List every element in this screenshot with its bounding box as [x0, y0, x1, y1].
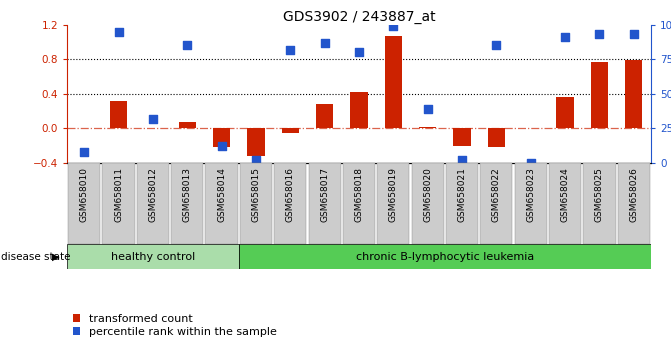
Bar	[239, 244, 651, 269]
Text: healthy control: healthy control	[111, 252, 195, 262]
Bar	[282, 128, 299, 133]
Bar	[316, 104, 333, 128]
FancyBboxPatch shape	[515, 163, 547, 244]
Bar	[625, 60, 642, 128]
FancyBboxPatch shape	[343, 163, 375, 244]
Point	[594, 32, 605, 37]
Text: GSM658011: GSM658011	[114, 167, 123, 222]
FancyBboxPatch shape	[309, 163, 341, 244]
FancyBboxPatch shape	[377, 163, 409, 244]
Text: GSM658015: GSM658015	[252, 167, 260, 222]
Text: GSM658014: GSM658014	[217, 167, 226, 222]
Bar	[350, 92, 368, 128]
FancyBboxPatch shape	[446, 163, 478, 244]
FancyBboxPatch shape	[274, 163, 307, 244]
Point	[457, 157, 468, 163]
Point	[319, 40, 330, 46]
Point	[250, 157, 261, 163]
Bar	[590, 62, 608, 128]
Text: GSM658020: GSM658020	[423, 167, 432, 222]
Point	[388, 23, 399, 29]
Bar	[488, 128, 505, 147]
Point	[628, 32, 639, 37]
FancyBboxPatch shape	[103, 163, 135, 244]
Point	[79, 149, 90, 155]
Bar	[454, 128, 470, 145]
Point	[285, 47, 296, 52]
Bar	[213, 128, 230, 147]
Point	[560, 34, 570, 40]
FancyBboxPatch shape	[583, 163, 615, 244]
Text: GSM658017: GSM658017	[320, 167, 329, 222]
Text: GSM658016: GSM658016	[286, 167, 295, 222]
Bar	[384, 36, 402, 128]
Point	[148, 116, 158, 121]
Legend: transformed count, percentile rank within the sample: transformed count, percentile rank withi…	[72, 314, 277, 337]
Text: GSM658010: GSM658010	[80, 167, 89, 222]
Bar	[67, 244, 239, 269]
Point	[422, 106, 433, 112]
Bar	[110, 101, 127, 128]
FancyBboxPatch shape	[137, 163, 169, 244]
FancyBboxPatch shape	[205, 163, 238, 244]
FancyBboxPatch shape	[549, 163, 581, 244]
Text: GSM658025: GSM658025	[595, 167, 604, 222]
Text: ▶: ▶	[52, 252, 60, 262]
FancyBboxPatch shape	[411, 163, 444, 244]
Point	[525, 160, 536, 166]
Text: GSM658013: GSM658013	[183, 167, 192, 222]
Bar	[248, 128, 264, 156]
Point	[113, 29, 124, 35]
FancyBboxPatch shape	[240, 163, 272, 244]
Text: GSM658012: GSM658012	[148, 167, 158, 222]
Text: GSM658018: GSM658018	[354, 167, 364, 222]
Text: disease state: disease state	[1, 252, 70, 262]
Bar	[178, 122, 196, 128]
Point	[216, 143, 227, 149]
Text: GSM658021: GSM658021	[458, 167, 466, 222]
Text: GSM658026: GSM658026	[629, 167, 638, 222]
FancyBboxPatch shape	[171, 163, 203, 244]
Text: chronic B-lymphocytic leukemia: chronic B-lymphocytic leukemia	[356, 252, 534, 262]
Bar	[556, 97, 574, 128]
Text: GSM658022: GSM658022	[492, 167, 501, 222]
FancyBboxPatch shape	[480, 163, 513, 244]
FancyBboxPatch shape	[68, 163, 101, 244]
Point	[182, 42, 193, 48]
Text: GSM658019: GSM658019	[389, 167, 398, 222]
Title: GDS3902 / 243887_at: GDS3902 / 243887_at	[282, 10, 435, 24]
FancyBboxPatch shape	[617, 163, 650, 244]
Text: GSM658023: GSM658023	[526, 167, 535, 222]
Point	[491, 42, 502, 48]
Point	[354, 50, 364, 55]
Text: GSM658024: GSM658024	[560, 167, 570, 222]
Bar	[419, 127, 436, 128]
